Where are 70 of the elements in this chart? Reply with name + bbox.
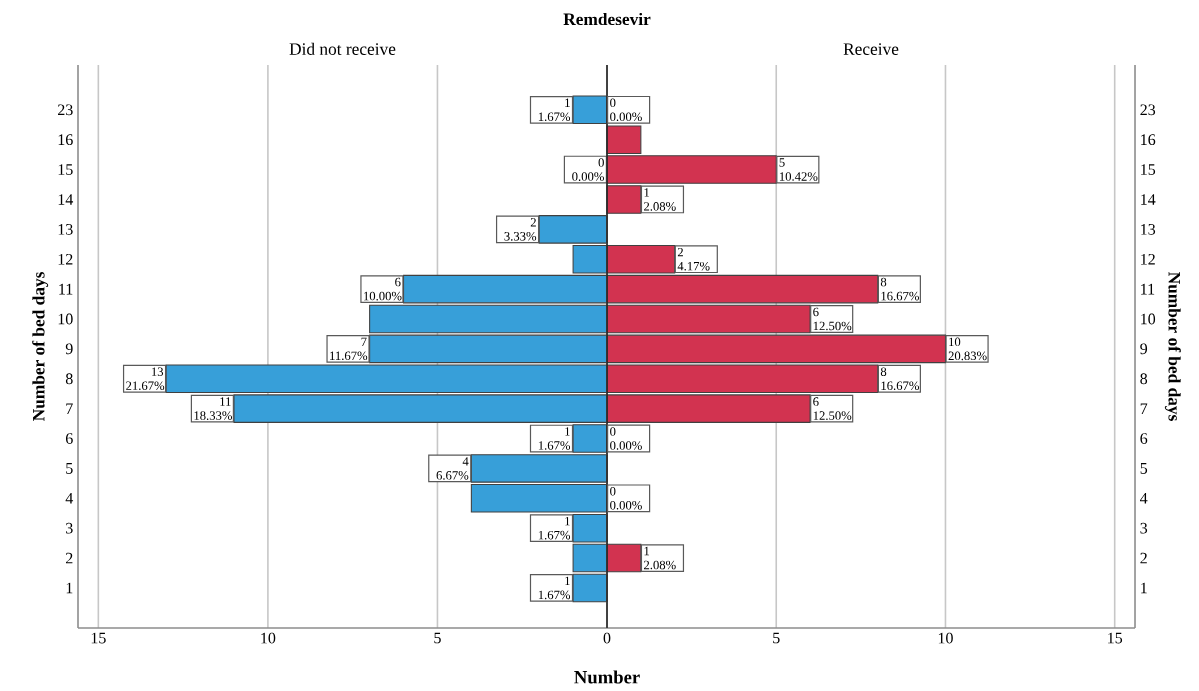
data-label: 1 2.08% bbox=[644, 546, 676, 570]
x-axis-title: Number bbox=[574, 670, 640, 684]
y-tick-label: 13 bbox=[1141, 223, 1156, 235]
y-tick-label: 14 bbox=[1141, 194, 1156, 205]
y-tick-label: 3 bbox=[66, 522, 73, 534]
y-tick-label: 23 bbox=[58, 104, 73, 116]
x-tick-label: 5 bbox=[773, 632, 780, 644]
x-tick-label: 10 bbox=[261, 632, 276, 644]
y-tick-label: 1 bbox=[1141, 582, 1147, 594]
y-tick-label: 8 bbox=[65, 373, 73, 385]
y-tick-label: 2 bbox=[1140, 552, 1147, 564]
y-tick-label: 6 bbox=[65, 433, 73, 444]
y-tick-label: 9 bbox=[1140, 343, 1148, 355]
y-tick-label: 7 bbox=[66, 403, 73, 414]
data-label: 7 11.67% bbox=[330, 337, 368, 361]
data-label: 13 21.67% bbox=[126, 367, 165, 391]
y-tick-label: 2 bbox=[66, 552, 73, 564]
y-tick-label: 3 bbox=[1140, 522, 1148, 534]
data-label: 2 4.17% bbox=[677, 247, 710, 271]
data-label: 0 0.00% bbox=[572, 158, 604, 181]
data-label: 8 16.67% bbox=[880, 277, 919, 301]
x-tick-label: 15 bbox=[1108, 632, 1123, 644]
data-label: 6 12.50% bbox=[813, 307, 852, 331]
data-label: 1 1.67% bbox=[538, 576, 571, 600]
chart-title: Receive bbox=[843, 43, 899, 55]
y-tick-label: 1 bbox=[66, 582, 73, 594]
y-tick-label: 11 bbox=[1141, 283, 1155, 295]
data-label: 10 20.83% bbox=[948, 337, 987, 361]
data-label: 0 0.00% bbox=[610, 486, 642, 510]
y-tick-label: 11 bbox=[59, 283, 73, 295]
y-tick-label: 5 bbox=[66, 463, 73, 474]
y-tick-label: 12 bbox=[1141, 253, 1155, 265]
y-tick-label: 12 bbox=[58, 253, 73, 265]
y-tick-label: 7 bbox=[1140, 403, 1148, 414]
y-tick-label: 10 bbox=[58, 313, 73, 325]
x-tick-label: 0 bbox=[603, 632, 611, 644]
y-tick-label: 6 bbox=[1140, 433, 1148, 444]
data-label: 1 1.67% bbox=[538, 516, 571, 540]
data-label: 8 16.67% bbox=[880, 367, 919, 391]
y-tick-label: 23 bbox=[1140, 104, 1156, 116]
text: Remdesevir bbox=[563, 12, 651, 26]
data-label: 6 12.50% bbox=[813, 397, 852, 420]
data-label: 1 2.08% bbox=[644, 188, 676, 211]
data-label: 1 1.67% bbox=[538, 98, 571, 122]
data-label: 0 0.00% bbox=[610, 98, 642, 122]
x-tick-label: 10 bbox=[938, 632, 953, 644]
y-tick-label: 4 bbox=[65, 493, 74, 504]
x-tick-label: 15 bbox=[91, 632, 106, 644]
data-label: 1 1.67% bbox=[538, 427, 571, 450]
data-label: 11 18.33% bbox=[194, 397, 233, 420]
y-axis-title: Number of bed days bbox=[32, 272, 49, 422]
data-label: 6 10.00% bbox=[364, 277, 402, 301]
y-tick-label: 8 bbox=[1140, 373, 1148, 385]
y-tick-label: 16 bbox=[58, 134, 73, 146]
x-tick-label: 5 bbox=[434, 632, 441, 644]
data-label: 4 6.67% bbox=[436, 457, 469, 480]
data-label: 5 10.42% bbox=[779, 158, 818, 181]
y-tick-label: 5 bbox=[1140, 463, 1148, 474]
y-tick-label: 14 bbox=[58, 194, 74, 205]
y-tick-label: 9 bbox=[65, 343, 73, 355]
y-tick-label: 10 bbox=[1141, 313, 1156, 325]
y-axis-title: Number of bed days bbox=[1164, 271, 1181, 421]
y-tick-label: 13 bbox=[58, 223, 73, 235]
chart-title: Did not receive bbox=[289, 42, 396, 55]
data-label: 2 3.33% bbox=[504, 218, 537, 241]
y-tick-label: 15 bbox=[1141, 164, 1156, 175]
y-tick-label: 16 bbox=[1141, 134, 1156, 146]
y-tick-label: 15 bbox=[58, 164, 73, 175]
y-tick-label: 4 bbox=[1140, 493, 1148, 504]
data-label: 0 0.00% bbox=[610, 427, 642, 450]
